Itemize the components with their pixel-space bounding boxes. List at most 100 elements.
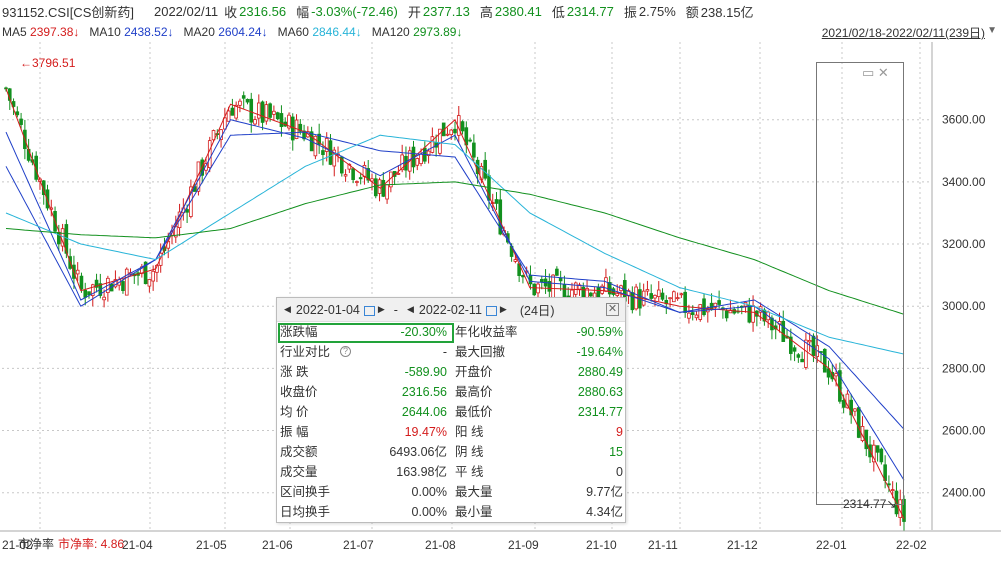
ma20-legend: MA20 2604.24↓	[183, 25, 268, 39]
amp-label: 振	[623, 4, 637, 20]
quote-date: 2022/02/11	[153, 3, 219, 19]
stat-label: 平 线	[455, 465, 484, 479]
calendar-icon[interactable]	[363, 305, 375, 316]
x-tick-label: 21-05	[196, 538, 227, 552]
candle-body	[841, 399, 846, 408]
selection-tools: ▭ ✕	[862, 65, 889, 81]
chevron-down-icon[interactable]: ▼	[987, 25, 997, 36]
candle-body	[724, 310, 729, 319]
stat-label: 行业对比	[280, 345, 331, 359]
candle-body	[298, 123, 303, 132]
candle-body	[49, 207, 54, 210]
candle-body	[679, 293, 684, 296]
candle-body	[121, 281, 125, 292]
candle-body	[672, 291, 676, 303]
candle-body	[668, 297, 672, 300]
amount-value: 238.15亿	[700, 4, 754, 20]
candle-body	[845, 393, 850, 409]
candle-body	[400, 154, 404, 171]
low-value: 2314.77	[566, 3, 614, 19]
ma5-legend: MA5 2397.38↓	[2, 25, 80, 39]
interval-date-bar: ◀ 2022-01-04 ▶ - ◀ 2022-02-11 ▶ (24日) ✕	[277, 298, 625, 322]
next-start-arrow-icon[interactable]: ▶	[377, 304, 385, 314]
candle-body	[355, 181, 359, 183]
quote-header: 931152.CSI[CS创新药] 2022/02/11 收 2316.56 幅-…	[0, 0, 1001, 22]
candle-body	[872, 444, 876, 463]
stat-value: 0	[616, 465, 623, 479]
candle-body	[698, 304, 703, 320]
candle-body	[234, 104, 238, 119]
candle-body	[223, 117, 227, 130]
ma-line-ma5	[5, 88, 905, 520]
stat-label: 日均换手	[280, 505, 331, 519]
candle-body	[226, 110, 231, 122]
x-tick-label: 21-12	[727, 538, 758, 552]
candle-body	[645, 289, 650, 292]
x-tick-label: 21-07	[343, 538, 374, 552]
candle-body	[351, 168, 355, 180]
stat-value: -	[442, 345, 447, 359]
stat-label: 最低价	[455, 405, 493, 419]
candle-body	[264, 104, 269, 122]
stat-label: 振 幅	[280, 425, 309, 439]
stat-value: 2314.77	[577, 405, 623, 419]
stat-value: 2880.49	[577, 365, 623, 379]
x-axis: 21-02 21-04 21-05 21-06 21-07 21-08 21-09 21-10…	[0, 538, 1001, 558]
selection-range-box[interactable]	[816, 62, 904, 505]
candle-body	[230, 107, 235, 116]
start-date[interactable]: 2022-01-04	[295, 302, 360, 317]
candle-body	[781, 320, 786, 342]
candle-body	[807, 339, 812, 343]
index-code: 931152.CSI[CS创新药]	[2, 4, 134, 20]
interval-days: (24日)	[519, 304, 555, 318]
candle-body	[94, 279, 99, 288]
ma-line-ma60	[5, 134, 905, 355]
prev-start-arrow-icon[interactable]: ◀	[284, 304, 291, 314]
x-tick-label: 21-04	[122, 538, 153, 552]
candle-body	[147, 279, 152, 287]
date-range-button[interactable]: 2021/02/18-2022/02/11(239日)	[821, 26, 985, 40]
candle-body	[256, 102, 261, 119]
candle-body	[521, 275, 525, 278]
x-tick-label: 22-01	[816, 538, 847, 552]
stat-label: 收盘价	[280, 385, 318, 399]
candle-body	[385, 184, 389, 200]
close-icon[interactable]: ✕	[877, 65, 889, 80]
stat-label: 开盘价	[455, 365, 493, 379]
candle-body	[83, 289, 88, 298]
candle-body	[445, 133, 450, 136]
candle-body	[279, 113, 284, 128]
candle-body	[849, 399, 853, 416]
stat-value: -589.90	[404, 365, 447, 379]
maximize-icon[interactable]: ▭	[862, 65, 875, 80]
candle-body	[555, 268, 559, 276]
end-date[interactable]: 2022-02-11	[418, 302, 482, 317]
candle-body	[879, 448, 884, 463]
panel-close-icon[interactable]: ✕	[606, 303, 619, 316]
help-icon[interactable]: ?	[340, 346, 351, 357]
interval-stats-panel: ◀ 2022-01-04 ▶ - ◀ 2022-02-11 ▶ (24日) ✕ …	[276, 297, 626, 523]
calendar-icon[interactable]	[485, 305, 497, 316]
candle-body	[604, 277, 608, 292]
candle-body	[321, 150, 325, 156]
candle-body	[268, 103, 272, 118]
candle-body	[875, 445, 880, 453]
candle-body	[290, 116, 295, 141]
high-label: 高	[479, 4, 493, 20]
candle-body	[245, 98, 250, 103]
candle-body	[683, 291, 687, 313]
stat-label: 阳 线	[455, 425, 484, 439]
stat-label: 最小量	[455, 505, 493, 519]
open-value: 2377.13	[422, 3, 470, 19]
candle-body	[151, 270, 155, 282]
y-tick-label: 3200.00	[942, 237, 986, 251]
candle-body	[887, 483, 891, 486]
stat-label: 最大回撤	[455, 345, 506, 359]
prev-end-arrow-icon[interactable]: ◀	[406, 304, 414, 314]
stat-label: 成交量	[280, 465, 318, 479]
stat-label: 涨 跌	[280, 365, 309, 379]
candle-body	[834, 373, 838, 377]
next-end-arrow-icon[interactable]: ▶	[499, 304, 507, 314]
candle-body	[19, 118, 23, 125]
candle-body	[275, 112, 280, 120]
